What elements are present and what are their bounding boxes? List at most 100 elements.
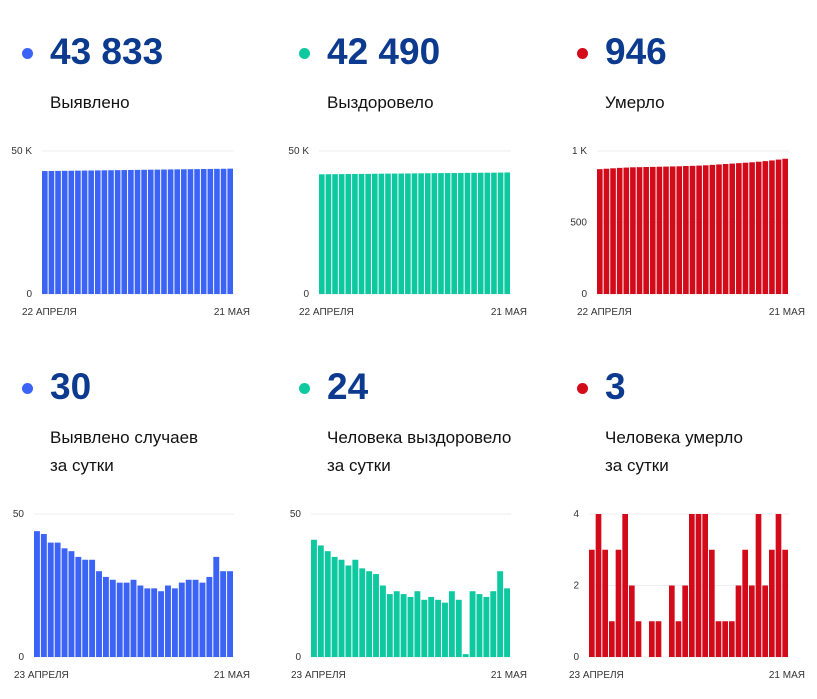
bar [81, 170, 88, 294]
bar [471, 172, 477, 294]
bar [448, 591, 455, 657]
bar [187, 169, 194, 294]
bar [48, 170, 55, 294]
bar [161, 169, 167, 294]
bar [174, 169, 181, 294]
bar [464, 172, 471, 294]
bar [643, 167, 649, 294]
legend-dot-icon [577, 383, 588, 394]
bar [497, 571, 504, 657]
bar [393, 591, 400, 657]
y-tick-label: 50 K [11, 146, 32, 157]
bar [762, 585, 768, 657]
bar [141, 169, 147, 294]
bar-chart: 0 2 4 23 АПРЕЛЯ 21 МАЯ [569, 509, 805, 681]
bar [378, 173, 385, 294]
bar [683, 166, 689, 294]
legend-dot-icon [577, 48, 588, 59]
bar [220, 571, 227, 657]
bar [438, 173, 444, 294]
bar [635, 621, 642, 657]
bar [68, 170, 75, 294]
stat-label-line: Выздоровело [327, 93, 434, 112]
x-end-label: 21 МАЯ [214, 670, 250, 681]
bar [444, 173, 451, 294]
card-recovered: 42 490 Выздоровело 0 50 K 22 АПРЕЛЯ 21 МАЯ [277, 0, 539, 699]
stat-value: 42 490 [327, 31, 441, 72]
bar [40, 534, 47, 657]
bar [702, 165, 709, 294]
x-end-label: 21 МАЯ [214, 307, 250, 318]
bar [636, 167, 643, 294]
bar [649, 166, 656, 294]
bar [755, 514, 762, 657]
bar [352, 559, 359, 657]
bar [682, 585, 688, 657]
bar [331, 556, 338, 657]
bar [207, 168, 214, 294]
x-end-label: 21 МАЯ [769, 307, 805, 318]
x-start-label: 22 АПРЕЛЯ [22, 307, 77, 318]
bar [421, 599, 428, 657]
bar [669, 166, 676, 294]
bar [428, 596, 435, 657]
x-start-label: 22 АПРЕЛЯ [299, 307, 354, 318]
bar [358, 173, 365, 294]
bar [371, 173, 378, 294]
bar [109, 579, 116, 657]
y-tick-label: 0 [581, 289, 587, 300]
y-tick-label: 500 [570, 218, 587, 229]
stat-label-line: Выявлено [50, 93, 130, 112]
stat-label: Человека умерло за сутки [605, 424, 743, 480]
bar [227, 168, 233, 294]
stat-label: Выявлено [50, 89, 130, 117]
bar [34, 531, 40, 657]
bar [391, 173, 398, 294]
x-end-label: 21 МАЯ [491, 670, 527, 681]
bar [775, 514, 782, 657]
bar [158, 591, 165, 657]
bar [88, 170, 94, 294]
bar [762, 161, 769, 294]
bar [325, 174, 332, 294]
bar [458, 172, 464, 294]
bar [602, 549, 608, 657]
bar [167, 169, 174, 294]
bar [610, 168, 616, 294]
bar [373, 574, 379, 657]
bar [338, 559, 345, 657]
stat-label-line: Человека умерло [605, 428, 743, 447]
bar [597, 169, 603, 294]
y-tick-label: 1 K [572, 146, 587, 157]
bar [154, 169, 161, 294]
bar [504, 172, 510, 294]
bar [431, 173, 438, 294]
bar [407, 596, 414, 657]
bar [134, 169, 141, 294]
bar [769, 160, 775, 294]
bar [345, 565, 352, 657]
bar [75, 170, 81, 294]
legend-dot-icon [22, 383, 33, 394]
bar [352, 173, 358, 294]
bar [589, 549, 595, 657]
bar [782, 549, 788, 657]
bar [123, 582, 130, 657]
legend-dot-icon [22, 48, 33, 59]
bar [755, 161, 762, 294]
bar [151, 588, 158, 657]
stat-label-line: за сутки [50, 456, 114, 475]
bar [722, 621, 728, 657]
bar [462, 654, 469, 657]
bar [615, 549, 622, 657]
bar [695, 514, 702, 657]
bar [595, 514, 602, 657]
bar [629, 585, 635, 657]
bar [663, 166, 669, 294]
bar [715, 621, 722, 657]
bar [121, 170, 128, 294]
bar [385, 173, 391, 294]
bar [649, 621, 655, 657]
stat-label-line: за сутки [605, 456, 669, 475]
bar [137, 585, 144, 657]
